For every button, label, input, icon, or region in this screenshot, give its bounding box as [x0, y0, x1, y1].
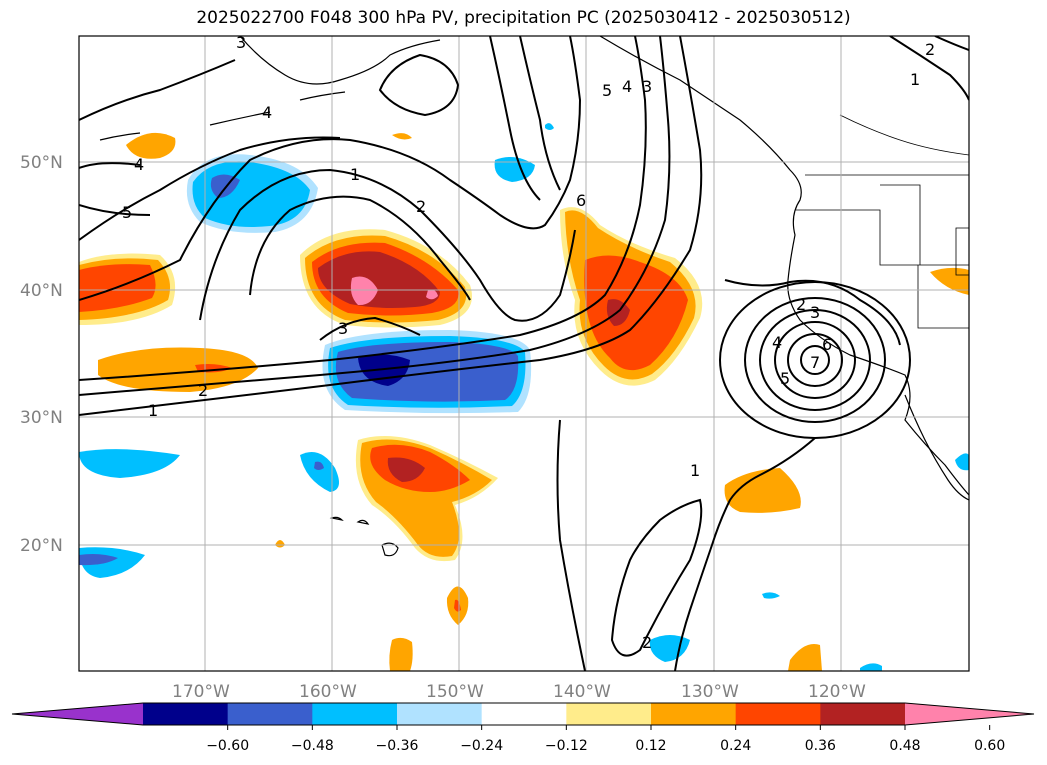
political-borders	[795, 114, 969, 329]
colorbar-segment	[227, 703, 313, 725]
lon-label-170w: 170°W	[172, 682, 230, 702]
contour-label-2e: 2	[925, 40, 935, 59]
colorbar-tick-label: 0.48	[889, 738, 920, 754]
contour-label-1: 1	[148, 401, 158, 420]
map-frame	[78, 35, 970, 672]
contour-label-4b: 4	[772, 333, 782, 352]
contour-label-4d: 4	[262, 103, 272, 122]
contour-label-1b: 1	[350, 165, 360, 184]
colorbar-tick-label: −0.24	[460, 738, 503, 754]
lon-label-140w: 140°W	[553, 682, 611, 702]
colorbar-tick-label: −0.12	[545, 738, 588, 754]
colorbar-tick-label: 0.60	[974, 738, 1005, 754]
colorbar-tick-label: −0.48	[291, 738, 334, 754]
contour-label-5b: 5	[780, 369, 790, 388]
contour-label-5: 5	[122, 203, 132, 222]
contour-label-2: 2	[198, 381, 208, 400]
contour-label-5c: 5	[602, 81, 612, 100]
colorbar-segment	[566, 703, 652, 725]
map-area[interactable]: 1 2 3 4 5 6 7 1 2 1 2 3 4 5 6 5 4 3 2 1 …	[79, 33, 969, 671]
contour-label-3b: 3	[810, 303, 820, 322]
contour-label-6: 6	[576, 191, 586, 210]
colorbar-tick-label: 0.12	[635, 738, 666, 754]
lat-axis-labels: 50°N 40°N 30°N 20°N	[20, 153, 63, 556]
colorbar-segment	[735, 703, 821, 725]
colorbar-extend-low	[12, 703, 143, 725]
lon-label-120w: 120°W	[808, 682, 866, 702]
coastlines	[99, 36, 969, 557]
contour-label-3d: 3	[236, 33, 246, 52]
colorbar-segment	[312, 703, 398, 725]
colorbar-tick-label: −0.36	[376, 738, 419, 754]
pv-contours	[79, 36, 969, 671]
colorbar-tick-label: 0.36	[805, 738, 836, 754]
contour-label-7: 7	[810, 353, 820, 372]
lon-label-160w: 160°W	[299, 682, 357, 702]
colorbar-segment	[820, 703, 906, 725]
contour-label-2d: 2	[642, 633, 652, 652]
contour-label-3: 3	[338, 319, 348, 338]
contour-labels: 1 2 3 4 5 6 7 1 2 1 2 3 4 5 6 5 4 3 2 1 …	[122, 33, 935, 652]
colorbar-segment	[651, 703, 737, 725]
colorbar-tick-label: −0.60	[206, 738, 249, 754]
contour-label-2c: 2	[796, 295, 806, 314]
contour-label-4c: 4	[622, 77, 632, 96]
lat-label-50n: 50°N	[20, 153, 63, 173]
colorbar-extend-high	[905, 703, 1034, 725]
contour-label-4: 4	[134, 155, 144, 174]
contour-label-6b: 6	[822, 335, 832, 354]
lat-label-20n: 20°N	[20, 536, 63, 556]
contour-label-2b: 2	[416, 197, 426, 216]
colorbar-segment	[143, 703, 229, 725]
map-title: 2025022700 F048 300 hPa PV, precipitatio…	[196, 8, 851, 28]
contour-label-1d: 1	[910, 70, 920, 89]
lon-label-150w: 150°W	[426, 682, 484, 702]
colorbar-segment	[481, 703, 567, 725]
colorbar-tick-label: 0.24	[720, 738, 751, 754]
lat-label-40n: 40°N	[20, 281, 63, 301]
colorbar: −0.60 −0.48 −0.36 −0.24 −0.12 0.12 0.24 0.36 0.4…	[11, 702, 1035, 754]
contour-label-3c: 3	[642, 77, 652, 96]
colorbar-segment	[397, 703, 483, 725]
lon-axis-labels: 170°W 160°W 150°W 140°W 130°W 120°W	[172, 682, 866, 702]
contour-label-1c: 1	[690, 461, 700, 480]
lon-label-130w: 130°W	[681, 682, 739, 702]
lat-label-30n: 30°N	[20, 408, 63, 428]
